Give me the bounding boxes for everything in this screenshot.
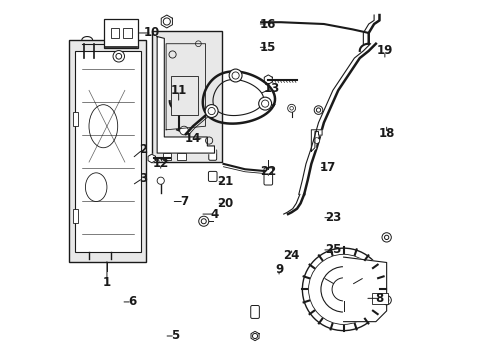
Text: 10: 10: [144, 27, 160, 40]
FancyBboxPatch shape: [251, 306, 259, 319]
Bar: [172, 76, 198, 116]
Circle shape: [288, 104, 295, 112]
Circle shape: [259, 97, 271, 110]
Text: 8: 8: [375, 292, 384, 305]
FancyBboxPatch shape: [264, 168, 272, 185]
Text: 3: 3: [139, 172, 147, 185]
Text: 13: 13: [264, 82, 280, 95]
Text: 7: 7: [180, 195, 188, 208]
Text: 25: 25: [325, 243, 341, 256]
Bar: [152, 31, 221, 162]
Bar: [123, 28, 132, 39]
Circle shape: [302, 248, 385, 330]
Circle shape: [199, 216, 209, 226]
Polygon shape: [311, 130, 322, 151]
Circle shape: [196, 41, 201, 46]
Circle shape: [186, 99, 191, 105]
Text: 5: 5: [171, 329, 179, 342]
Bar: [372, 293, 389, 304]
Polygon shape: [148, 154, 155, 163]
Text: 2: 2: [139, 143, 147, 156]
Text: 20: 20: [217, 197, 233, 210]
Circle shape: [169, 51, 176, 58]
Bar: [177, 153, 186, 160]
Circle shape: [176, 107, 183, 114]
FancyBboxPatch shape: [104, 19, 139, 48]
Bar: [74, 51, 141, 252]
Bar: [73, 209, 78, 223]
Text: 22: 22: [260, 165, 276, 177]
FancyBboxPatch shape: [208, 171, 217, 181]
Text: 24: 24: [283, 249, 300, 262]
Bar: [163, 153, 172, 160]
Text: 14: 14: [185, 132, 201, 145]
Text: 19: 19: [377, 44, 393, 57]
Circle shape: [382, 296, 392, 305]
FancyBboxPatch shape: [127, 157, 135, 167]
FancyBboxPatch shape: [127, 166, 135, 176]
Text: 15: 15: [260, 41, 276, 54]
Bar: [73, 112, 78, 126]
Bar: [69, 40, 147, 262]
Text: 4: 4: [210, 208, 219, 221]
Polygon shape: [161, 15, 172, 28]
Circle shape: [205, 105, 218, 117]
Text: 21: 21: [217, 175, 233, 188]
Text: 18: 18: [378, 127, 395, 140]
Circle shape: [314, 138, 319, 143]
Circle shape: [205, 137, 213, 144]
Circle shape: [157, 177, 164, 184]
Text: 11: 11: [171, 84, 187, 97]
Circle shape: [314, 106, 323, 114]
Polygon shape: [251, 331, 259, 341]
Text: 17: 17: [319, 161, 336, 174]
Circle shape: [382, 233, 392, 242]
Text: 9: 9: [275, 263, 283, 276]
Polygon shape: [343, 257, 387, 321]
Text: 6: 6: [128, 296, 136, 309]
Text: 1: 1: [103, 276, 111, 289]
Text: 16: 16: [260, 18, 276, 31]
Text: 12: 12: [152, 157, 169, 170]
FancyBboxPatch shape: [209, 149, 217, 160]
Polygon shape: [157, 37, 215, 153]
Bar: [111, 28, 120, 39]
Circle shape: [113, 50, 124, 62]
Text: 23: 23: [325, 211, 341, 224]
Polygon shape: [264, 75, 272, 84]
Circle shape: [229, 69, 242, 82]
Circle shape: [180, 126, 188, 135]
